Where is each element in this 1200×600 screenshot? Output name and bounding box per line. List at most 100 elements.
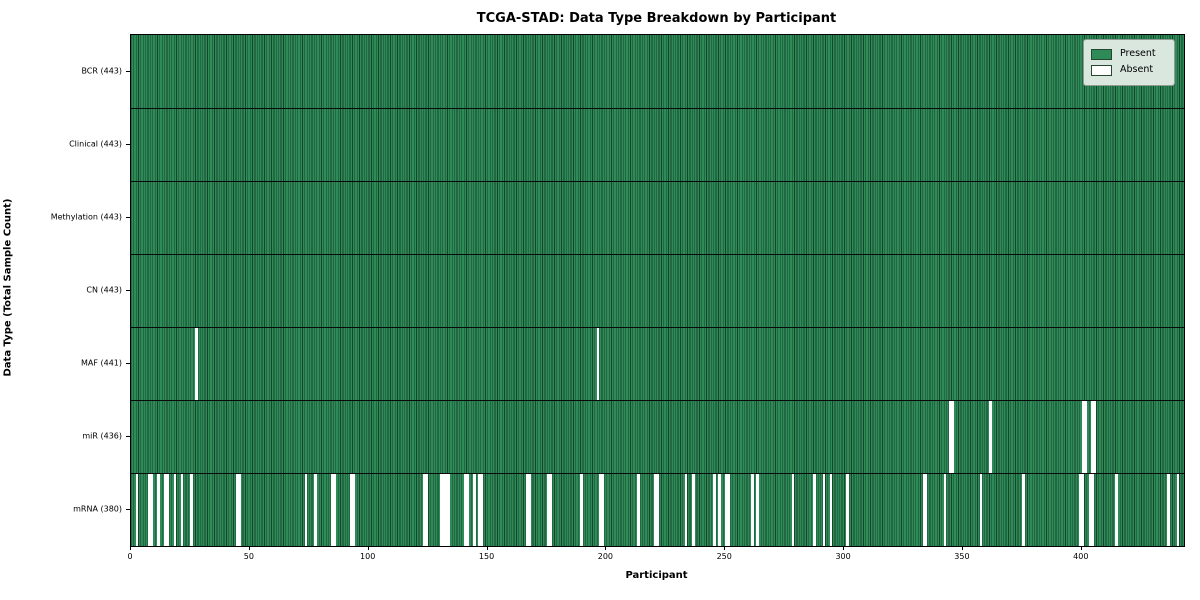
absent-stripe-mRNA-84: [330, 474, 334, 546]
x-tick-mark: [248, 546, 250, 550]
absent-stripe-mRNA-44: [235, 474, 239, 546]
chart-title: TCGA-STAD: Data Type Breakdown by Partic…: [476, 11, 837, 26]
x-tick-label-350: 350: [954, 552, 970, 561]
heatmap-row-Methylation: [131, 181, 1184, 254]
heatmap-row-CN: [131, 254, 1184, 327]
absent-stripe-mRNA-197: [599, 474, 602, 546]
absent-stripe-miR-345: [951, 401, 954, 473]
absent-stripe-mRNA-440: [1176, 474, 1180, 546]
x-tick-mark: [724, 546, 726, 550]
plot-area: [130, 34, 1185, 547]
absent-stripe-mRNA-221: [656, 474, 659, 546]
x-tick-label-400: 400: [1073, 552, 1089, 561]
x-tick-label-0: 0: [127, 552, 133, 561]
x-tick-mark: [1080, 546, 1082, 550]
legend-entry-absent: Absent: [1091, 63, 1166, 77]
x-tick-mark: [843, 546, 845, 550]
absent-stripe-mRNA-11: [157, 474, 160, 546]
absent-stripe-mRNA-261: [751, 474, 754, 546]
absent-stripe-mRNA-399: [1079, 474, 1082, 546]
y-tick-mark: [126, 362, 130, 364]
absent-stripe-mRNA-140: [463, 474, 467, 546]
absent-stripe-mRNA-333: [922, 474, 926, 546]
absent-stripe-mRNA-166: [525, 474, 529, 546]
absent-stripe-mRNA-357: [979, 474, 983, 546]
absent-stripe-mRNA-25: [190, 474, 193, 546]
legend-entry-present: Present: [1091, 47, 1166, 61]
absent-stripe-mRNA-93: [352, 474, 355, 546]
absent-stripe-miR-401: [1084, 401, 1087, 473]
x-tick-mark: [130, 546, 131, 550]
absent-stripe-mRNA-233: [684, 474, 688, 546]
y-tick-mark: [126, 435, 130, 437]
absent-stripe-mRNA-250: [725, 474, 728, 546]
absent-stripe-miR-404: [1091, 401, 1094, 473]
absent-stripe-mRNA-213: [637, 474, 640, 546]
absent-swatch: [1091, 64, 1112, 76]
legend: Present Absent: [1083, 39, 1175, 86]
absent-stripe-mRNA-176: [549, 474, 552, 546]
absent-stripe-mRNA-2: [135, 474, 139, 546]
absent-stripe-miR-361: [989, 401, 992, 473]
x-tick-label-50: 50: [243, 552, 254, 561]
absent-stripe-mRNA-7: [147, 474, 151, 546]
absent-stripe-mRNA-73: [304, 474, 308, 546]
absent-stripe-mRNA-77: [314, 474, 317, 546]
absent-stripe-miR-400: [1081, 401, 1085, 473]
absent-stripe-mRNA-236: [691, 474, 695, 546]
absent-stripe-mRNA-124: [425, 474, 429, 546]
x-tick-label-100: 100: [360, 552, 376, 561]
absent-stripe-mRNA-123: [423, 474, 426, 546]
x-tick-label-300: 300: [835, 552, 851, 561]
heatmap-row-Clinical: [131, 108, 1184, 181]
absent-stripe-mRNA-198: [601, 474, 605, 546]
x-tick-label-200: 200: [597, 552, 614, 561]
absent-stripe-mRNA-375: [1022, 474, 1025, 546]
absent-stripe-mRNA-294: [829, 474, 833, 546]
absent-stripe-mRNA-133: [447, 474, 450, 546]
absent-stripe-mRNA-245: [713, 474, 716, 546]
y-tick-label-mRNA: mRNA (380): [73, 504, 122, 513]
absent-stripe-mRNA-131: [442, 474, 445, 546]
absent-stripe-mRNA-287: [813, 474, 816, 546]
absent-stripe-mRNA-8: [150, 474, 153, 546]
absent-stripe-mRNA-404: [1091, 474, 1094, 546]
x-tick-label-150: 150: [478, 552, 495, 561]
heatmap-row-BCR: [131, 35, 1184, 108]
absent-stripe-mRNA-18: [173, 474, 177, 546]
absent-stripe-mRNA-342: [943, 474, 947, 546]
absent-stripe-mRNA-45: [237, 474, 241, 546]
absent-stripe-mRNA-291: [822, 474, 826, 546]
legend-present-label: Present: [1120, 48, 1156, 60]
x-tick-label-250: 250: [716, 552, 732, 561]
absent-stripe-mRNA-14: [164, 474, 167, 546]
absent-stripe-miR-405: [1093, 401, 1097, 473]
absent-stripe-mRNA-147: [480, 474, 483, 546]
legend-absent-label: Absent: [1120, 64, 1154, 76]
absent-stripe-mRNA-403: [1088, 474, 1092, 546]
absent-stripe-mRNA-167: [527, 474, 531, 546]
absent-stripe-mRNA-414: [1115, 474, 1118, 546]
y-tick-label-Clinical: Clinical (443): [69, 139, 122, 148]
absent-stripe-mRNA-85: [333, 474, 336, 546]
absent-stripe-mRNA-130: [440, 474, 443, 546]
y-tick-mark: [126, 289, 130, 291]
y-tick-mark: [126, 216, 130, 218]
absent-stripe-mRNA-144: [473, 474, 476, 546]
y-tick-label-BCR: BCR (443): [81, 66, 122, 75]
x-axis-title: Participant: [625, 570, 688, 581]
absent-stripe-mRNA-247: [718, 474, 721, 546]
x-tick-mark: [486, 546, 488, 550]
absent-stripe-mRNA-278: [791, 474, 795, 546]
y-tick-mark: [126, 143, 130, 145]
absent-stripe-MAF-196: [596, 328, 600, 400]
x-tick-mark: [367, 546, 369, 550]
absent-stripe-mRNA-220: [653, 474, 657, 546]
absent-stripe-mRNA-263: [756, 474, 759, 546]
absent-stripe-mRNA-301: [846, 474, 850, 546]
absent-stripe-mRNA-251: [727, 474, 731, 546]
heatmap-row-miR: [131, 400, 1184, 473]
absent-stripe-miR-344: [948, 401, 952, 473]
heatmap-row-MAF: [131, 327, 1184, 400]
